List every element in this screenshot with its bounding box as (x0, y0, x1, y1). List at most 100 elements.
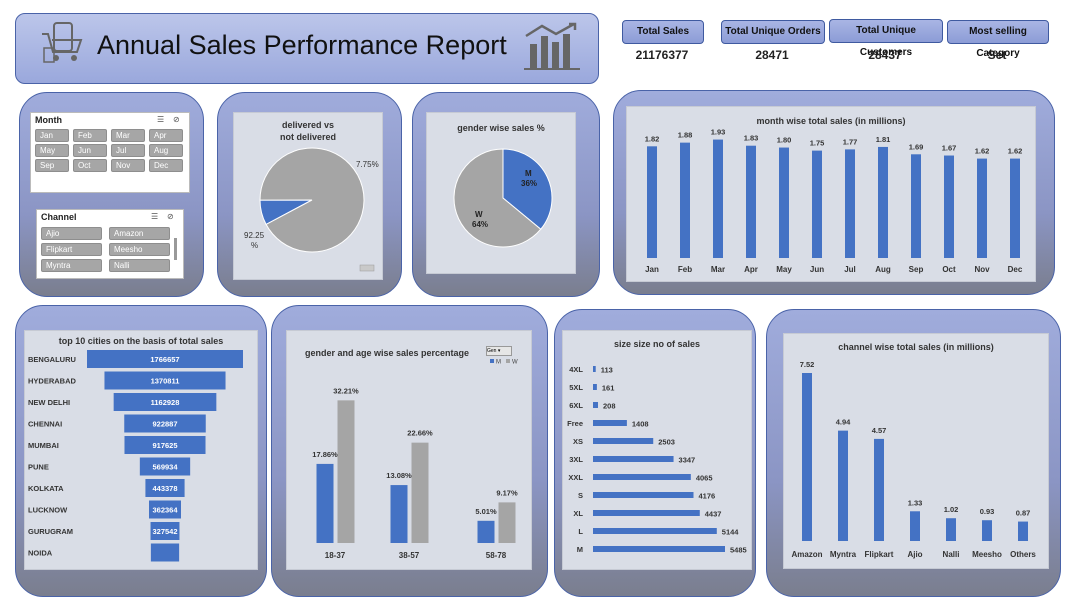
month-slicer: Month ☰ ⊘ Jan Feb Mar Apr May Jun Jul Aug Sep Oct… (30, 112, 190, 193)
city-value: 922887 (152, 420, 177, 429)
channel-bar (946, 518, 956, 541)
gender-age-bar-value: 13.08% (386, 471, 412, 480)
month-slicer-item-oct[interactable]: Oct (73, 159, 107, 172)
month-slicer-item-mar[interactable]: Mar (111, 129, 145, 142)
gender-slice-pct: 64% (472, 220, 488, 229)
city-bar (139, 457, 191, 476)
shopping-cart-icon (42, 22, 83, 63)
city-value: 569934 (152, 463, 178, 472)
city-label: PUNE (28, 463, 49, 472)
gender-filter-dropdown[interactable]: Gen ▾ (486, 346, 512, 356)
slicer-scrollbar[interactable] (174, 238, 177, 260)
size-value: 4437 (705, 510, 722, 519)
month-slicer-item-jul[interactable]: Jul (111, 144, 145, 157)
city-label: BENGALURU (28, 355, 76, 364)
channel-axis-label: Amazon (791, 550, 822, 559)
month-slicer-item-aug[interactable]: Aug (149, 144, 183, 157)
size-label: XXL (568, 473, 583, 482)
size-label: XL (573, 509, 583, 518)
month-slicer-item-jun[interactable]: Jun (73, 144, 107, 157)
month-bar-value: 1.81 (876, 135, 891, 144)
channel-slicer-item-meesho[interactable]: Meesho (109, 243, 170, 256)
month-axis-label: Apr (744, 265, 758, 274)
channel-chart-title: channel wise total sales (in millions) (838, 342, 994, 352)
size-bar (593, 438, 654, 444)
gender-age-bar (498, 502, 516, 543)
channel-bar-chart: 7.52 Amazon 4.94 Myntra 4.57 Flipkart 1.33 Ajio… (791, 360, 1036, 559)
city-bar (124, 414, 206, 433)
size-label: M (577, 545, 583, 554)
gender-age-bar (337, 400, 355, 543)
gender-slice-pct: 36% (521, 179, 537, 188)
size-value: 113 (601, 366, 613, 375)
month-bar-value: 1.67 (942, 144, 957, 153)
channel-slicer-item-myntra[interactable]: Myntra (41, 259, 102, 272)
month-slicer-title: Month (35, 115, 62, 125)
channel-slicer-item-flipkart[interactable]: Flipkart (41, 243, 102, 256)
gender-age-chart-title: gender and age wise sales percentage (304, 348, 470, 358)
size-bar (593, 546, 725, 552)
channel-axis-label: Myntra (830, 550, 857, 559)
size-bar (593, 402, 599, 408)
gender-age-bar-value: 5.01% (475, 507, 497, 516)
city-value: 1766657 (150, 355, 179, 364)
month-bar (845, 149, 855, 258)
month-axis-label: Dec (1008, 265, 1023, 274)
month-axis-label: Sep (909, 265, 924, 274)
gender-age-bar (390, 485, 408, 543)
month-chart-title: month wise total sales (in millions) (756, 116, 906, 126)
delivery-slice (259, 147, 365, 253)
channel-axis-label: Meesho (972, 550, 1002, 559)
month-bar-chart: 1.82 Jan 1.88 Feb 1.93 Mar 1.83 Apr 1.80 May 1.75 J… (645, 128, 1023, 274)
city-bar (149, 500, 181, 519)
channel-slicer-item-amazon[interactable]: Amazon (109, 227, 170, 240)
multi-select-icon[interactable]: ☰ (151, 212, 159, 221)
month-bar-value: 1.82 (645, 134, 660, 143)
month-bar (878, 146, 888, 258)
kpi-unique-customers-value: 28437 (868, 48, 902, 62)
month-bar-value: 1.77 (843, 137, 858, 146)
gender-pie-chart: M36% W64% (453, 148, 553, 248)
month-bar-value: 1.69 (909, 142, 924, 151)
gender-age-bar (411, 442, 429, 543)
month-bar-value: 1.62 (975, 147, 990, 156)
channel-bar (838, 430, 848, 541)
month-slicer-item-sep[interactable]: Sep (35, 159, 69, 172)
size-label: Free (567, 419, 583, 428)
month-slicer-item-feb[interactable]: Feb (73, 129, 107, 142)
channel-slicer-item-ajio[interactable]: Ajio (41, 227, 102, 240)
gender-card: gender wise sales % M 36% W 64% (426, 112, 576, 274)
size-value: 3347 (679, 456, 696, 465)
page-title: Annual Sales Performance Report (97, 30, 507, 60)
bar-chart-trend-icon (524, 22, 580, 70)
month-bar (812, 150, 822, 258)
month-slicer-item-may[interactable]: May (35, 144, 69, 157)
month-slicer-item-dec[interactable]: Dec (149, 159, 183, 172)
month-slicer-item-apr[interactable]: Apr (149, 129, 183, 142)
month-card: month wise total sales (in millions) 1.8… (626, 106, 1036, 282)
size-bar (593, 492, 694, 498)
delivery-pie-chart: 7.75% 92.25% (244, 147, 379, 272)
size-value: 4176 (698, 492, 715, 501)
channel-bar-value: 4.94 (836, 418, 851, 427)
city-bar (124, 436, 206, 454)
month-axis-label: Aug (875, 265, 891, 274)
age-group-label: 18-37 (325, 551, 346, 560)
month-slicer-item-nov[interactable]: Nov (111, 159, 145, 172)
gender-age-bar-value: 22.66% (407, 429, 433, 438)
channel-slicer-item-nalli[interactable]: Nalli (109, 259, 170, 272)
size-label: 4XL (569, 365, 583, 374)
size-bar (593, 384, 597, 390)
size-value: 4065 (696, 474, 713, 483)
clear-filter-icon[interactable]: ⊘ (173, 115, 180, 124)
month-axis-label: Nov (974, 265, 990, 274)
size-bar (593, 456, 674, 462)
month-slicer-item-jan[interactable]: Jan (35, 129, 69, 142)
age-group-label: 38-57 (399, 551, 420, 560)
gender-age-bar (316, 463, 334, 543)
month-bar (779, 147, 789, 258)
size-value: 208 (603, 402, 616, 411)
clear-filter-icon[interactable]: ⊘ (167, 212, 174, 221)
city-bar (150, 522, 180, 540)
multi-select-icon[interactable]: ☰ (157, 115, 165, 124)
